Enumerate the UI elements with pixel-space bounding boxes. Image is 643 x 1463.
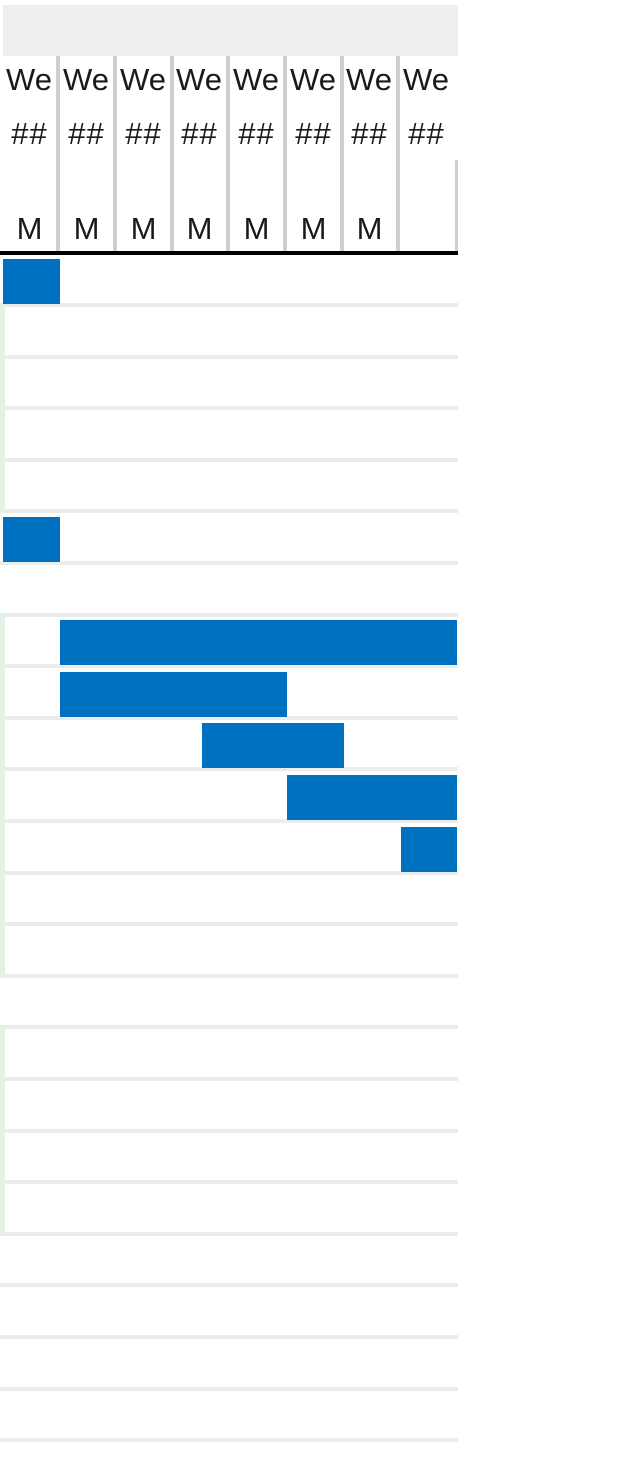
task-row[interactable]	[0, 358, 458, 411]
week-day-marker: M	[356, 211, 383, 246]
week-date-overflow: ##	[351, 116, 388, 151]
week-date-overflow: ##	[181, 116, 218, 151]
task-row[interactable]	[0, 874, 458, 927]
week-day-marker: M	[186, 211, 213, 246]
week-column-header[interactable]: We ## M	[117, 56, 174, 251]
task-row[interactable]	[0, 306, 458, 359]
task-row[interactable]	[0, 461, 458, 514]
task-row[interactable]	[0, 1183, 458, 1236]
task-row[interactable]	[0, 1287, 458, 1339]
week-day-marker: M	[300, 211, 327, 246]
task-row[interactable]	[0, 719, 458, 772]
week-date-overflow: ##	[125, 116, 162, 151]
task-row[interactable]	[0, 513, 458, 565]
week-label: We	[120, 62, 166, 97]
task-row[interactable]	[0, 255, 458, 307]
week-column-header[interactable]: We ## M	[287, 56, 344, 251]
week-label: We	[290, 62, 336, 97]
task-row[interactable]	[0, 977, 458, 1030]
task-row[interactable]	[0, 822, 458, 875]
task-row[interactable]	[0, 1339, 458, 1391]
week-day-marker: M	[243, 211, 270, 246]
gantt-bar[interactable]	[3, 517, 60, 562]
task-row[interactable]	[0, 1442, 458, 1463]
week-date-overflow: ##	[11, 116, 48, 151]
week-date-overflow: ##	[295, 116, 332, 151]
week-date-overflow: ##	[238, 116, 275, 151]
task-row[interactable]	[0, 565, 458, 617]
task-row[interactable]	[0, 616, 458, 669]
gantt-bar[interactable]	[287, 775, 458, 820]
week-day-marker: M	[73, 211, 100, 246]
week-date-overflow: ##	[68, 116, 105, 151]
gantt-bar[interactable]	[201, 723, 344, 769]
task-row[interactable]	[0, 925, 458, 978]
week-column-header[interactable]: We ## M	[60, 56, 117, 251]
timeline-header-band	[3, 5, 458, 56]
header-bottom-rule	[0, 251, 458, 255]
task-row[interactable]	[0, 667, 458, 720]
task-row[interactable]	[0, 1390, 458, 1443]
week-day-marker: M	[130, 211, 157, 246]
week-label: We	[233, 62, 279, 97]
task-row[interactable]	[0, 409, 458, 462]
column-separator	[455, 160, 458, 251]
week-column-header[interactable]: We ## M	[3, 56, 60, 251]
week-day-marker: M	[16, 211, 43, 246]
gantt-sheet: We ## M We ## M We ## M We ## M We ## M …	[0, 5, 458, 1463]
gantt-bar[interactable]	[400, 826, 458, 872]
gantt-bar[interactable]	[3, 259, 60, 304]
task-row[interactable]	[0, 771, 458, 823]
gantt-bar[interactable]	[59, 671, 287, 717]
task-row[interactable]	[0, 1029, 458, 1081]
week-label: We	[63, 62, 109, 97]
week-label: We	[403, 62, 449, 97]
week-label: We	[6, 62, 52, 97]
week-label: We	[346, 62, 392, 97]
week-column-header[interactable]: We ##	[400, 56, 453, 158]
week-column-header[interactable]: We ## M	[173, 56, 230, 251]
gantt-bar[interactable]	[59, 620, 458, 666]
week-label: We	[176, 62, 222, 97]
week-column-header[interactable]: We ## M	[343, 56, 400, 251]
task-row[interactable]	[0, 1235, 458, 1288]
week-date-overflow: ##	[408, 116, 445, 151]
task-row[interactable]	[0, 1080, 458, 1133]
week-column-header[interactable]: We ## M	[230, 56, 287, 251]
task-row[interactable]	[0, 1132, 458, 1185]
